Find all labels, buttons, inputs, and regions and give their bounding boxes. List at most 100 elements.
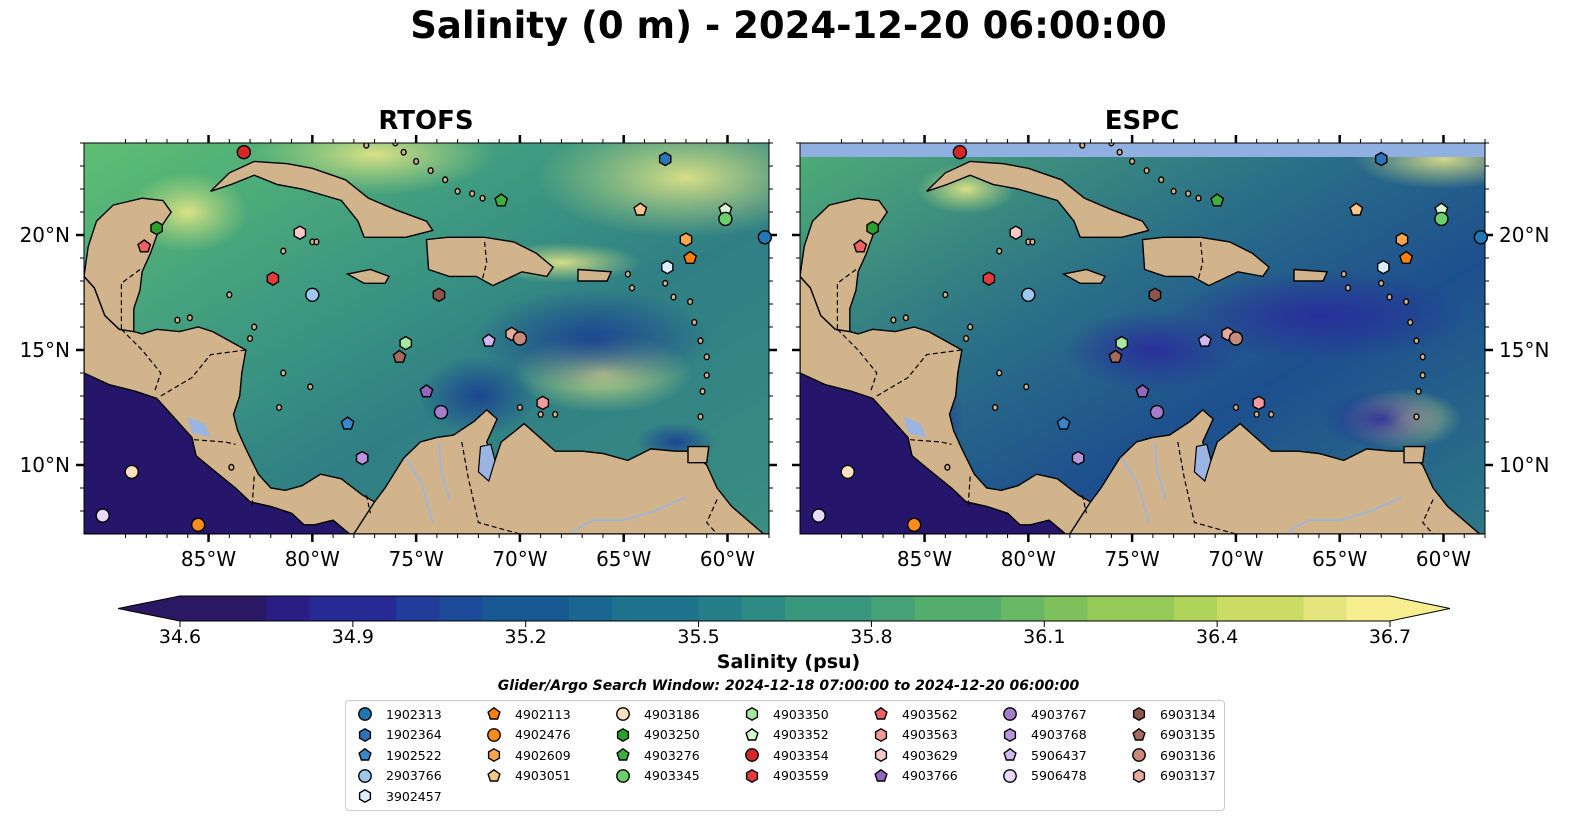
- legend-label: 1902522: [386, 747, 442, 763]
- legend-label: 5906437: [1031, 747, 1087, 763]
- island: [962, 335, 970, 343]
- land-jamaica: [1061, 268, 1107, 284]
- pentagon-marker-icon: [874, 768, 888, 782]
- float-marker-5906478: [811, 508, 826, 523]
- legend-marker: [358, 747, 372, 761]
- colorbar-bin: [914, 596, 959, 621]
- pentagon-marker-icon: [358, 747, 372, 761]
- legend-label: 4903350: [773, 706, 829, 722]
- colorbar-tick-label: 35.8: [850, 626, 892, 648]
- island: [1407, 318, 1414, 326]
- legend-label: 4903276: [644, 747, 700, 763]
- land-centralamerica: [84, 275, 380, 534]
- legend-marker: [874, 768, 888, 782]
- circle-marker-icon: [616, 768, 630, 783]
- colorbar-bin: [525, 596, 570, 621]
- island: [400, 148, 407, 156]
- island: [1344, 284, 1352, 292]
- legend-entry: 1902522: [356, 746, 442, 764]
- colorbar-tick-label: 35.5: [677, 626, 719, 648]
- colorbar-bin: [180, 596, 224, 621]
- land-yucatan: [800, 197, 889, 333]
- legend-marker: [1003, 768, 1017, 783]
- legend-label: 4902609: [515, 747, 571, 763]
- legend-label: 4903629: [902, 747, 958, 763]
- lon-tick-label: 80°W: [1001, 547, 1056, 571]
- legend-entry: 4902476: [485, 726, 571, 744]
- hexagon-marker-icon: [358, 727, 372, 742]
- legend-label: 4903559: [773, 768, 829, 783]
- island: [469, 190, 476, 198]
- country-border: [461, 441, 521, 534]
- island: [280, 369, 287, 377]
- legend-marker: [616, 768, 630, 783]
- float-marker-4903766: [419, 384, 434, 398]
- island: [307, 383, 314, 391]
- lake-maracaibo: [1193, 443, 1212, 483]
- country-border: [1421, 499, 1434, 534]
- lon-tick-label: 75°W: [389, 547, 444, 571]
- island: [413, 157, 420, 165]
- float-marker-4903051: [1349, 202, 1364, 216]
- island: [313, 238, 320, 246]
- island: [1413, 337, 1420, 345]
- float-marker-4903766: [1135, 384, 1150, 398]
- legend-entry: 4903766: [872, 767, 958, 785]
- float-marker-4903345: [1434, 211, 1449, 227]
- legend-marker: [358, 768, 372, 783]
- island: [703, 371, 710, 379]
- legend-label: 4903766: [902, 768, 958, 783]
- legend-entry: 2903766: [356, 767, 442, 785]
- panel-title-espc: ESPC: [1104, 106, 1180, 136]
- legend-marker: [487, 727, 501, 742]
- country-border: [836, 328, 878, 392]
- legend-marker: [1003, 727, 1017, 742]
- island: [1378, 279, 1385, 287]
- float-marker-1902313: [1473, 230, 1489, 245]
- colorbar-tick-label: 36.7: [1369, 626, 1411, 648]
- island: [1143, 167, 1150, 175]
- land-southamerica: [800, 408, 1485, 534]
- land-hispaniola: [425, 236, 555, 287]
- land-jamaica: [345, 268, 391, 284]
- colorbar-bin: [1130, 596, 1175, 621]
- float-marker-4902476: [906, 517, 922, 532]
- country-border: [1177, 441, 1237, 534]
- colorbar-bin: [741, 596, 786, 621]
- colorbar-bin: [828, 596, 873, 621]
- legend-marker: [874, 727, 888, 742]
- colorbar-bin: [439, 596, 484, 621]
- legend-label: 4903767: [1031, 706, 1087, 722]
- float-marker-4903186: [124, 464, 139, 480]
- river: [571, 496, 687, 533]
- circle-marker-icon: [1003, 768, 1017, 783]
- island: [1079, 143, 1086, 149]
- legend-entry: 1902313: [356, 705, 442, 723]
- legend-label: 4903563: [902, 727, 958, 742]
- colorbar-bin: [1303, 596, 1348, 621]
- float-marker-4903276: [494, 193, 509, 207]
- legend-entry: 6903135: [1130, 726, 1216, 744]
- pacific-ocean: [84, 373, 350, 534]
- float-marker-4902609: [1395, 232, 1409, 247]
- legend-label: 4903345: [644, 768, 700, 783]
- river: [1154, 441, 1167, 500]
- legend-entry: 5906478: [1001, 767, 1087, 785]
- island: [1419, 371, 1426, 379]
- float-marker-4903250: [150, 220, 164, 236]
- legend-entry: 4903559: [743, 767, 829, 785]
- lat-tick-label: 15°N: [1499, 338, 1549, 362]
- island: [1232, 404, 1240, 412]
- island: [624, 270, 631, 278]
- legend-entry: 4903352: [743, 726, 829, 744]
- legend-label: 5906478: [1031, 768, 1087, 783]
- hexagon-marker-icon: [745, 706, 759, 722]
- lon-tick-label: 75°W: [1105, 547, 1160, 571]
- country-border: [193, 439, 236, 445]
- legend-marker: [874, 747, 888, 763]
- colorbar-extend-high: [1390, 596, 1450, 621]
- legend-entry: 4903250: [614, 726, 700, 744]
- lon-tick-label: 70°W: [1208, 547, 1263, 571]
- hexagon-marker-icon: [1003, 727, 1017, 742]
- legend-marker: [874, 706, 888, 720]
